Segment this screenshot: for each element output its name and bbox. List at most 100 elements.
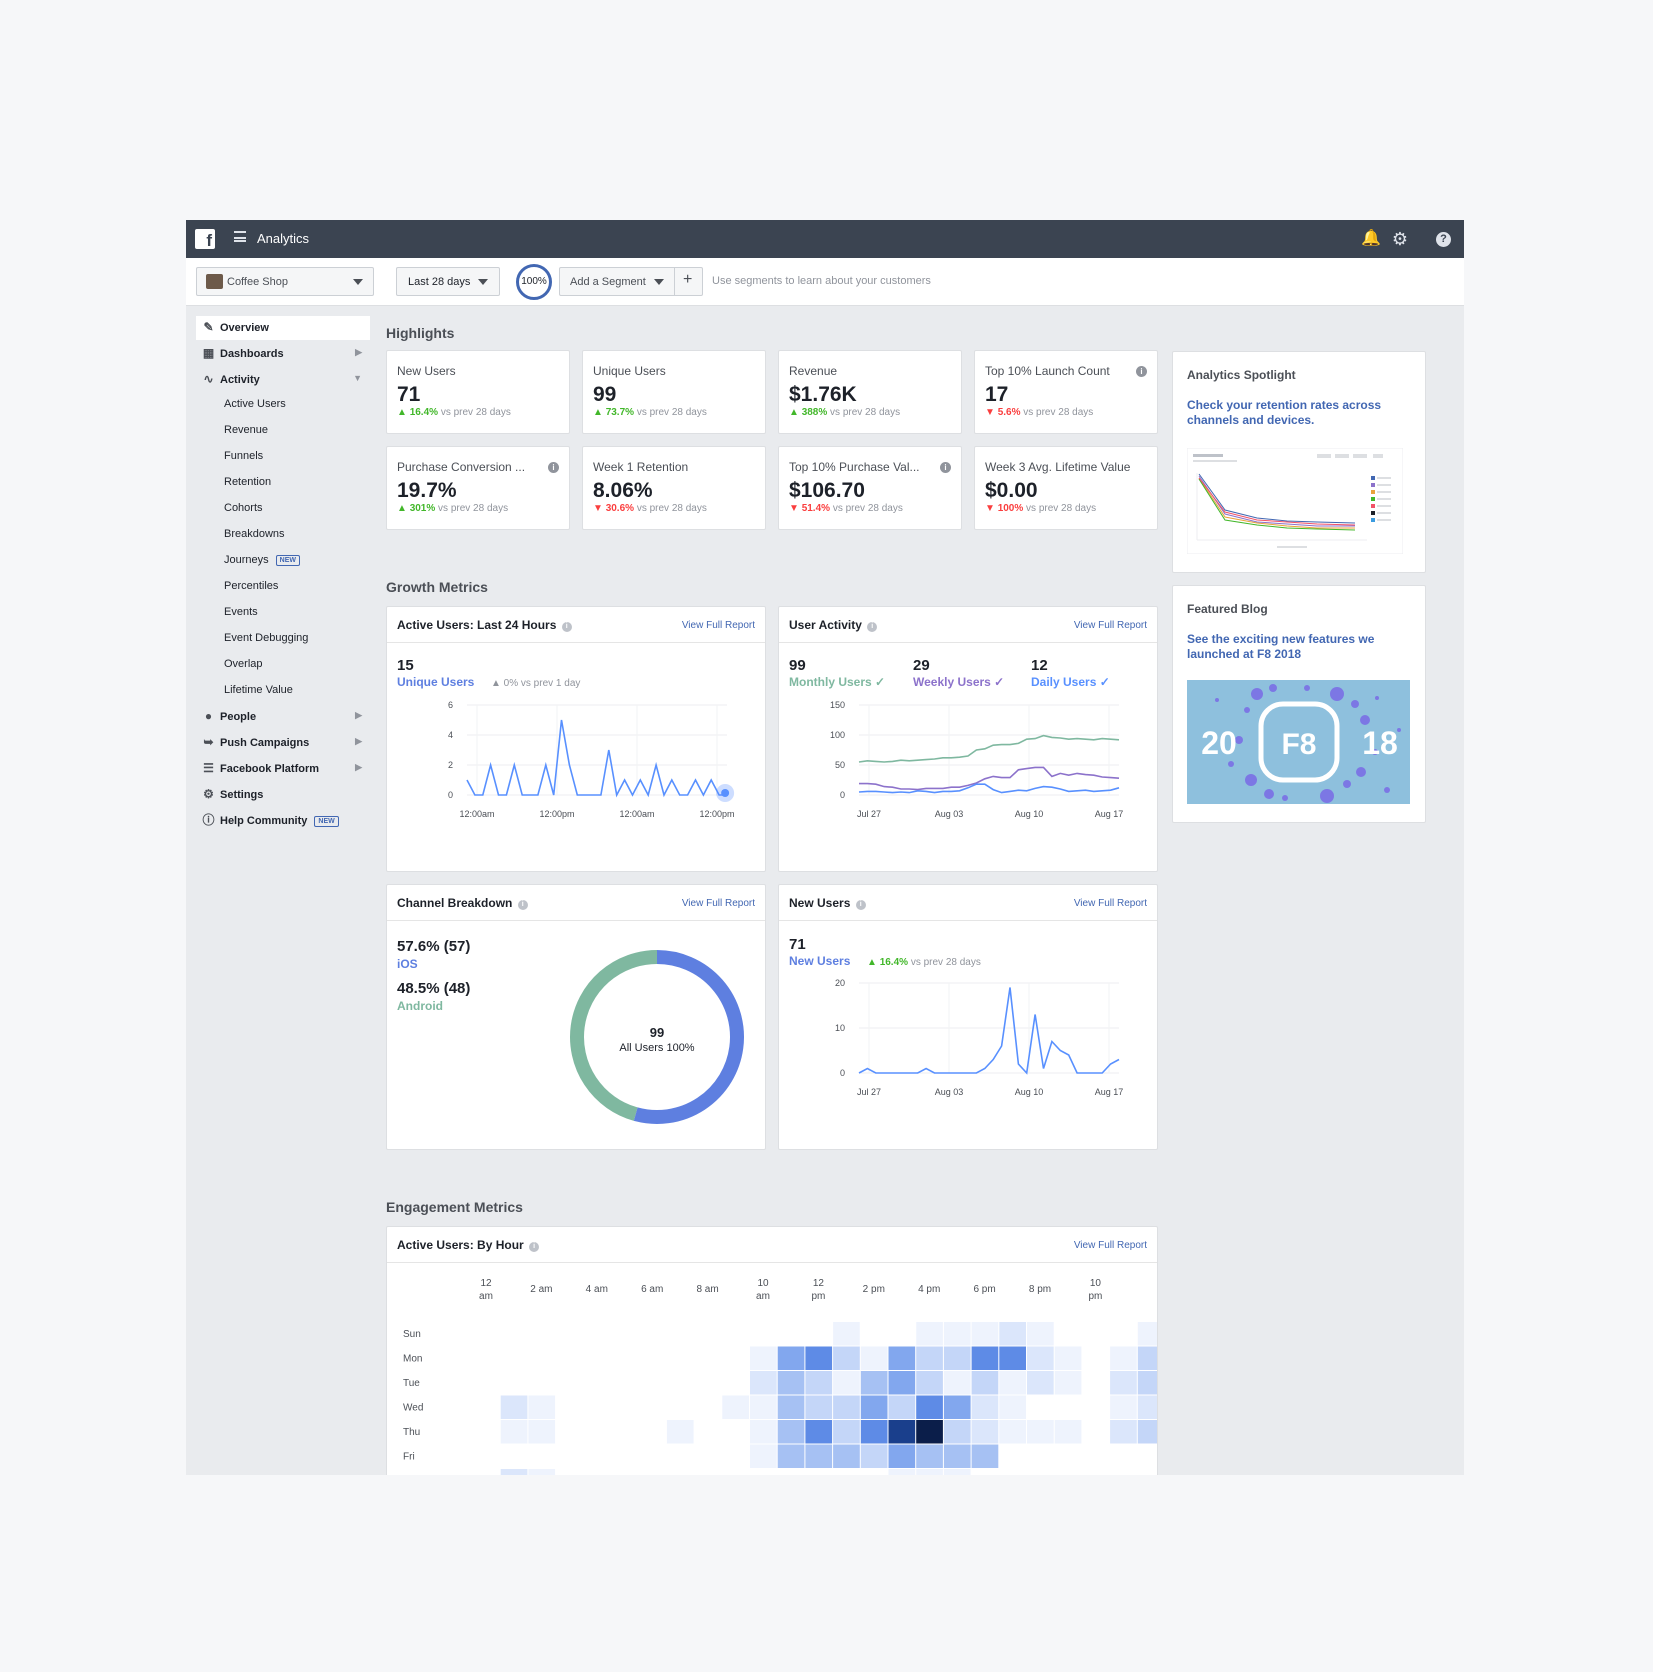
metric-delta: ▲ 73.7% vs prev 28 days	[593, 407, 707, 418]
monthly-users-value: 99	[789, 657, 806, 674]
day-label: Thu	[403, 1427, 420, 1438]
heatmap-cell	[833, 1371, 860, 1395]
sidebar-item-events[interactable]: Events	[224, 606, 258, 618]
sidebar-item-breakdowns[interactable]: Breakdowns	[224, 528, 285, 540]
weekly-users-label[interactable]: Weekly Users ✓	[913, 675, 1005, 689]
sidebar-item-help-community[interactable]: ⓘ Help Community NEW	[196, 809, 370, 833]
sidebar-item-journeys[interactable]: Journeys NEW	[224, 554, 300, 574]
metric-card[interactable]: Week 3 Avg. Lifetime Value $0.00 ▼ 100% vs…	[974, 446, 1158, 530]
sidebar-item-retention[interactable]: Retention	[224, 476, 272, 488]
donut-slice-android	[570, 950, 658, 1121]
monthly-users-label[interactable]: Monthly Users ✓	[789, 675, 886, 689]
active-users-heatmap[interactable]: 12 am 2 am 4 am 6 am 8 am 10 am 12 pm 2 pm 4 pm 6 pm…	[387, 1264, 1157, 1475]
info-icon[interactable]: i	[1136, 366, 1147, 377]
metric-card[interactable]: Top 10% Launch Count 17 ▼ 5.6% vs prev 28 …	[974, 350, 1158, 434]
sidebar-item-facebook-platform[interactable]: ☰ Facebook Platform ▶	[196, 757, 370, 781]
sidebar-item-cohorts[interactable]: Cohorts	[224, 502, 263, 514]
metric-card[interactable]: Purchase Conversion ... 19.7% ▲ 301% vs pr…	[386, 446, 570, 530]
view-full-report-link[interactable]: View Full Report	[681, 620, 755, 631]
new-users-delta: ▲ 16.4% vs prev 28 days	[867, 957, 981, 968]
user-activity-chart[interactable]: 0 50 100 150 Jul 27 Aug 03 Aug 10 Aug 17	[779, 695, 1157, 855]
metric-label: Purchase Conversion ...	[397, 460, 526, 474]
metric-card[interactable]: Unique Users 99 ▲ 73.7% vs prev 28 days	[582, 350, 766, 434]
x-tick-label: Aug 10	[1015, 809, 1044, 819]
x-tick-label: 12:00pm	[699, 809, 734, 819]
metric-card[interactable]: Top 10% Purchase Val... $106.70 ▼ 51.4% vs…	[778, 446, 962, 530]
heatmap-cell	[1027, 1346, 1054, 1370]
y-tick-label: 6	[448, 700, 453, 710]
f8-2018-banner-image[interactable]: F8 20 18	[1187, 680, 1410, 804]
add-segment-dropdown[interactable]: Add a Segment +	[559, 267, 703, 296]
date-range-label: Last 28 days	[408, 276, 471, 288]
current-point	[721, 789, 730, 797]
spotlight-link[interactable]: Check your retention rates across channe…	[1187, 398, 1382, 427]
view-full-report-link[interactable]: View Full Report	[681, 898, 755, 909]
view-full-report-link[interactable]: View Full Report	[1073, 1240, 1147, 1251]
app-title[interactable]: Analytics	[257, 231, 310, 246]
card-title-text: New Users	[789, 896, 851, 910]
hamburger-menu-icon[interactable]	[234, 231, 246, 242]
android-value: 48.5% (48)	[397, 980, 471, 997]
unique-users-value: 15	[397, 657, 414, 674]
sidebar-item-event-debugging[interactable]: Event Debugging	[224, 632, 309, 644]
info-icon[interactable]: i	[855, 900, 866, 910]
sidebar-item-settings[interactable]: ⚙ Settings	[196, 783, 370, 807]
channel-donut-chart[interactable]: 99 All Users 100%	[569, 949, 759, 1139]
heatmap-cell	[860, 1444, 888, 1468]
y-tick-label: 50	[835, 760, 845, 770]
sidebar-item-revenue[interactable]: Revenue	[224, 424, 269, 436]
sidebar-item-dashboards[interactable]: ▦ Dashboards ▶	[196, 342, 370, 366]
metric-value: 71	[397, 383, 421, 406]
heatmap-cell	[528, 1469, 556, 1475]
sidebar-item-activity[interactable]: ∿ Activity ▼	[196, 368, 370, 392]
help-icon[interactable]: ?	[1436, 232, 1451, 247]
settings-gear-icon[interactable]: ⚙	[1391, 229, 1409, 249]
sidebar-item-overview[interactable]: ✎ Overview	[196, 316, 370, 340]
info-icon[interactable]: i	[561, 622, 572, 632]
app-selector[interactable]: Coffee Shop	[196, 267, 374, 296]
metric-card[interactable]: Week 1 Retention 8.06% ▼ 30.6% vs prev 28 …	[582, 446, 766, 530]
info-icon[interactable]: i	[548, 462, 559, 473]
info-icon[interactable]: i	[940, 462, 951, 473]
daily-users-label[interactable]: Daily Users ✓	[1031, 675, 1110, 689]
hour-label: 10	[757, 1278, 769, 1289]
active-users-24h-chart[interactable]: 0 2 4 6 12:00am 12:00pm 12:00am 12:00pm	[387, 695, 765, 855]
heatmap-cell	[916, 1420, 943, 1444]
info-icon[interactable]: i	[529, 1242, 540, 1252]
retention-chart-thumbnail[interactable]	[1187, 448, 1403, 554]
delta-value: 30.6%	[605, 503, 635, 514]
info-icon[interactable]: i	[867, 622, 878, 632]
x-tick-label: Aug 17	[1095, 1087, 1124, 1097]
facebook-logo-icon[interactable]: f	[195, 229, 215, 250]
heatmap-cell	[916, 1322, 943, 1346]
info-icon[interactable]: i	[517, 900, 528, 910]
sidebar-item-percentiles[interactable]: Percentiles	[224, 580, 279, 592]
heatmap-cell	[1110, 1346, 1137, 1370]
view-full-report-link[interactable]: View Full Report	[1073, 620, 1147, 631]
overview-chart-icon: ✎	[203, 320, 214, 334]
sidebar-item-active-users[interactable]: Active Users	[224, 398, 286, 410]
add-segment-plus-button[interactable]: +	[683, 271, 693, 288]
ios-label: iOS	[397, 957, 418, 971]
metric-card[interactable]: New Users 71 ▲ 16.4% vs prev 28 days	[386, 350, 570, 434]
sidebar-item-people[interactable]: ● People ▶	[196, 705, 370, 729]
donut-slice-ios	[633, 950, 744, 1124]
view-full-report-link[interactable]: View Full Report	[1073, 898, 1147, 909]
date-range-dropdown[interactable]: Last 28 days	[396, 267, 500, 296]
hour-label: 6 am	[641, 1284, 663, 1295]
sidebar-item-label: Facebook Platform	[220, 763, 320, 775]
sidebar-item-push-campaigns[interactable]: ➥ Push Campaigns ▶	[196, 731, 370, 755]
sidebar-item-overlap[interactable]: Overlap	[224, 658, 263, 670]
sidebar-item-label: Activity	[220, 374, 260, 386]
featured-blog-link[interactable]: See the exciting new features we launche…	[1187, 632, 1375, 661]
featured-blog-card: Featured Blog See the exciting new featu…	[1172, 585, 1426, 823]
new-users-chart[interactable]: 0 10 20 Jul 27 Aug 03 Aug 10 Aug 17	[779, 973, 1157, 1133]
segment-percent-ring[interactable]: 100%	[516, 264, 552, 300]
notifications-bell-icon[interactable]: 🔔	[1361, 230, 1381, 247]
hour-label: 8 am	[696, 1284, 718, 1295]
sidebar-item-lifetime-value[interactable]: Lifetime Value	[224, 684, 293, 696]
heatmap-cell	[833, 1346, 860, 1370]
metric-card[interactable]: Revenue $1.76K ▲ 388% vs prev 28 days	[778, 350, 962, 434]
metric-delta: ▼ 30.6% vs prev 28 days	[593, 503, 707, 514]
sidebar-item-funnels[interactable]: Funnels	[224, 450, 264, 462]
